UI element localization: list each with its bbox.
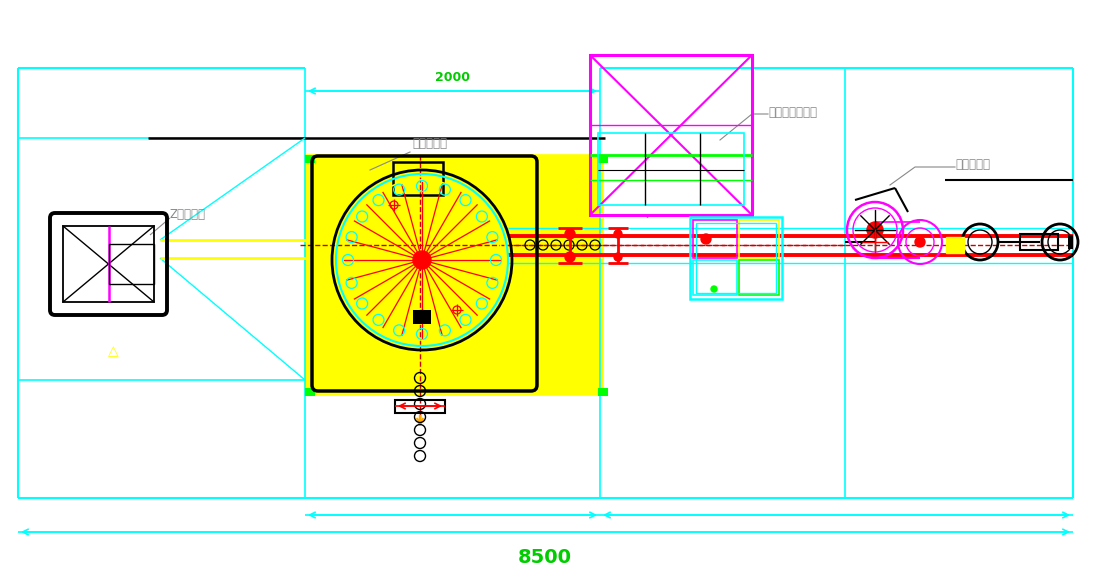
Text: △: △: [107, 344, 118, 358]
Bar: [305, 388, 315, 396]
Circle shape: [413, 251, 431, 269]
Circle shape: [614, 253, 623, 261]
Bar: [1020, 234, 1058, 250]
Bar: [739, 220, 779, 258]
Circle shape: [701, 234, 711, 244]
Bar: [393, 162, 443, 195]
Circle shape: [915, 237, 925, 247]
Bar: [590, 55, 752, 215]
Circle shape: [416, 310, 427, 320]
Circle shape: [566, 229, 575, 239]
Bar: [305, 155, 315, 163]
Bar: [696, 223, 776, 293]
Text: 2000: 2000: [434, 71, 469, 84]
Circle shape: [566, 252, 575, 262]
Bar: [693, 260, 737, 295]
Text: 8500: 8500: [518, 548, 572, 567]
Bar: [305, 155, 603, 395]
Bar: [109, 244, 155, 284]
Bar: [598, 133, 744, 205]
Bar: [739, 260, 779, 295]
Text: 上盖落盖搓盖机: 上盖落盖搓盖机: [768, 105, 817, 118]
Text: Z型提升机: Z型提升机: [170, 209, 206, 222]
Bar: [395, 400, 445, 413]
Bar: [598, 388, 608, 396]
Text: 颗粒灌装机: 颗粒灌装机: [412, 137, 447, 150]
Bar: [946, 237, 964, 253]
Bar: [62, 226, 155, 302]
Text: 圆瓶贴标机: 圆瓶贴标机: [955, 158, 990, 172]
Circle shape: [867, 222, 883, 238]
Circle shape: [711, 286, 717, 292]
Bar: [413, 310, 431, 324]
Bar: [1068, 235, 1073, 249]
Bar: [690, 217, 783, 299]
Circle shape: [614, 230, 623, 238]
Bar: [598, 155, 608, 163]
Bar: [305, 155, 603, 395]
Bar: [693, 220, 737, 258]
